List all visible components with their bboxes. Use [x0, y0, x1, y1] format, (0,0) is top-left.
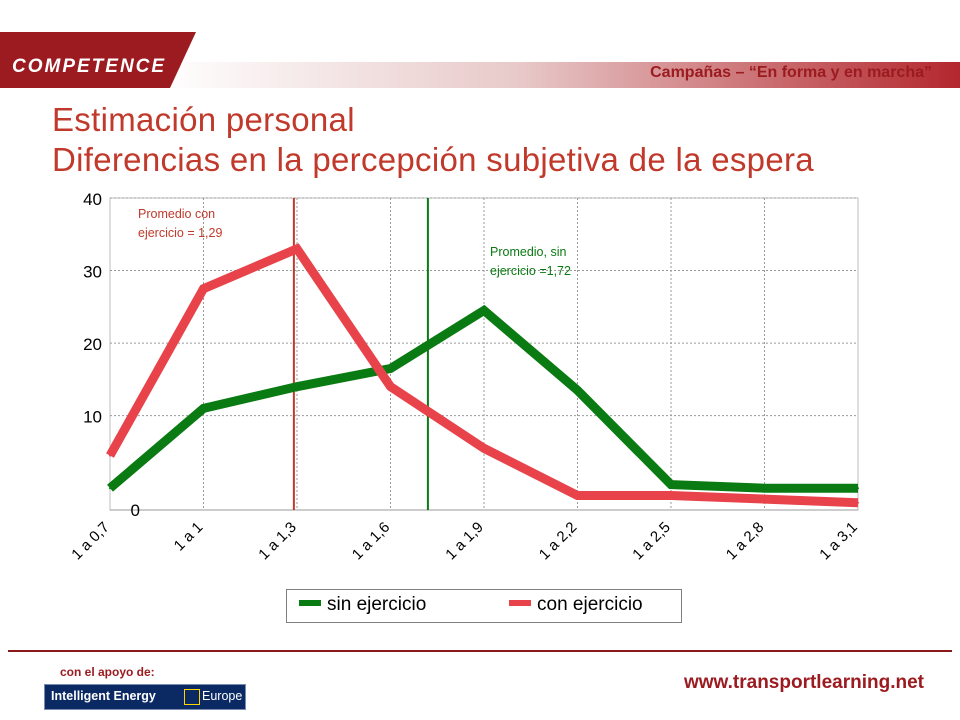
data-point-sin-2 — [296, 385, 298, 388]
header-bar — [0, 32, 960, 88]
x-tick-label-8: 1 a 3,1 — [816, 519, 860, 563]
legend-label-sin-ejercicio: sin ejercicio — [327, 594, 427, 615]
annotation-2-line-1: Promedio, sin — [490, 245, 566, 259]
data-point-con-3 — [389, 385, 392, 388]
page-title: Estimación personal Diferencias en la pe… — [52, 100, 814, 180]
data-point-con-4 — [483, 447, 485, 450]
legend-swatch-sin-ejercicio — [299, 600, 321, 606]
data-point-con-1 — [202, 287, 205, 290]
logo-text: Intelligent Energy — [51, 689, 156, 703]
annotation-1-line-1: Promedio con — [138, 207, 215, 221]
data-point-con-7 — [763, 498, 766, 501]
x-tick-label-6: 1 a 2,5 — [629, 519, 673, 563]
data-point-sin-4 — [483, 309, 485, 312]
x-tick-label-5: 1 a 2,2 — [536, 519, 580, 563]
annotation-2-line-2: ejercicio =1,72 — [490, 264, 571, 278]
x-tick-label-2: 1 a 1,3 — [255, 519, 299, 563]
campaign-title: Campañas – “En forma y en marcha” — [650, 64, 932, 81]
data-point-sin-3 — [389, 367, 392, 370]
eu-flag-icon — [184, 689, 200, 705]
y-tick-label-30: 30 — [83, 263, 102, 282]
title-line-1: Estimación personal — [52, 101, 355, 138]
brand-logo: COMPETENCE — [12, 56, 167, 77]
x-tick-label-1: 1 a 1 — [171, 519, 207, 555]
data-point-sin-8 — [857, 487, 859, 490]
data-point-sin-1 — [202, 407, 205, 410]
y-tick-label-10: 10 — [83, 408, 102, 427]
website-link[interactable]: www.transportlearning.net — [684, 672, 924, 693]
data-point-con-8 — [857, 501, 859, 504]
intelligent-energy-europe-logo: Intelligent Energy Europe — [44, 684, 246, 710]
support-label: con el apoyo de: — [60, 665, 155, 679]
x-tick-label-3: 1 a 1,6 — [349, 519, 393, 563]
data-point-sin-6 — [670, 483, 672, 486]
annotation-1-line-2: ejercicio = 1,29 — [138, 226, 222, 240]
y-tick-label-20: 20 — [83, 335, 102, 354]
y-tick-label-0: 0 — [131, 501, 140, 520]
data-point-con-5 — [576, 494, 579, 497]
chart-legend: sin ejercicio con ejercicio — [286, 589, 682, 623]
data-point-con-2 — [296, 247, 298, 250]
x-tick-label-4: 1 a 1,9 — [442, 519, 486, 563]
title-line-2: Diferencias en la percepción subjetiva d… — [52, 141, 814, 178]
x-tick-label-0: 1 a 0,7 — [68, 519, 112, 563]
x-tick-label-7: 1 a 2,8 — [723, 519, 767, 563]
data-point-con-0 — [109, 454, 111, 457]
legend-label-con-ejercicio: con ejercicio — [537, 594, 643, 615]
y-tick-label-40: 40 — [83, 190, 102, 209]
data-point-con-6 — [670, 494, 672, 497]
data-point-sin-5 — [576, 389, 579, 392]
legend-swatch-con-ejercicio — [509, 600, 531, 606]
footer-divider — [8, 650, 952, 652]
logo-europe-text: Europe — [202, 689, 243, 703]
data-point-sin-7 — [763, 487, 766, 490]
data-point-sin-0 — [109, 487, 111, 490]
